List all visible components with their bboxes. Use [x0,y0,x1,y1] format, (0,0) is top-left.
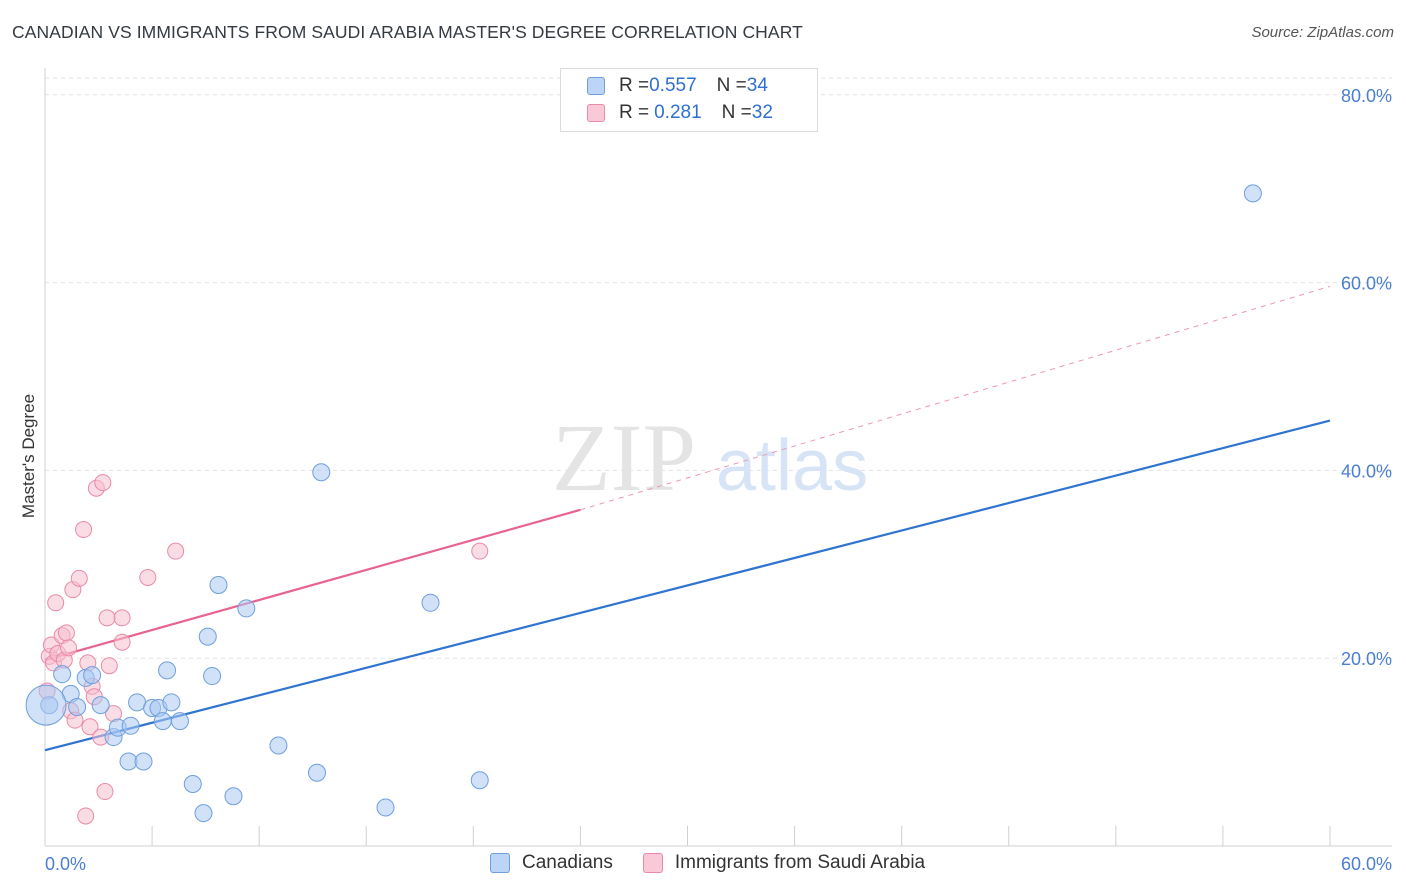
data-point-saudi [96,783,114,801]
y-tick-label: 60.0% [1341,274,1392,294]
data-point-canadians [53,665,72,684]
data-point-saudi [113,609,131,627]
data-point-canadians [153,712,172,731]
data-point-canadians [224,787,243,806]
legend-r-value: 0.557 [649,75,697,96]
data-point-saudi [471,542,489,560]
data-point-saudi [139,568,157,586]
legend-swatch-blue [587,77,605,95]
series-saudi-points [38,474,489,825]
stats-legend: R = 0.557 N = 34 R = 0.281 N = 32 [560,68,818,132]
x-tick-labels: 0.0% 60.0% [45,854,1392,874]
data-point-canadians [198,627,217,646]
data-point-canadians [269,736,288,755]
legend-n-value: 34 [746,75,768,96]
legend-r-label: R = [619,102,650,123]
legend-swatch-pink [642,853,663,873]
data-point-saudi [75,521,93,539]
data-point-saudi [113,633,131,651]
data-point-canadians [119,752,138,771]
trend-line-saudi-extension [580,285,1331,511]
data-point-canadians [470,771,489,790]
legend-swatch-blue [490,853,510,873]
y-tick-label: 40.0% [1341,461,1392,481]
data-point-canadians [209,575,228,594]
data-point-canadians [237,599,256,618]
data-point-saudi [98,609,116,627]
data-point-canadians [128,693,147,712]
data-point-canadians [134,752,153,771]
data-point-canadians [376,798,395,817]
legend-label: Canadians [522,852,613,873]
legend-r-value: 0.281 [654,102,702,123]
legend-item-canadians[interactable]: Canadians [490,852,613,874]
trend-line-canadians [44,419,1331,752]
data-point-saudi [60,639,78,657]
data-point-saudi [70,569,88,587]
legend-label: Immigrants from Saudi Arabia [674,852,926,873]
legend-row-saudi: R = 0.281 N = 32 [587,100,773,126]
x-tick-label: 0.0% [45,854,86,874]
data-point-saudi [47,594,65,612]
trend-lines [44,285,1331,752]
data-point-canadians [312,463,331,482]
data-point-canadians [183,775,202,794]
trend-line-saudi [44,508,581,662]
data-point-canadians [1243,184,1262,203]
data-point-canadians [162,693,181,712]
data-point-canadians [421,593,440,612]
data-point-saudi [94,474,112,492]
watermark-zip: ZIP [552,404,696,511]
x-tick-label: 60.0% [1341,854,1392,874]
data-point-canadians [170,712,189,731]
data-point-canadians [194,804,213,823]
watermark-atlas: atlas [716,426,868,506]
source-label: Source: ZipAtlas.com [1251,24,1394,41]
legend-r-label: R = [619,75,650,96]
data-point-canadians [91,696,110,715]
legend-n-label: N = [716,75,747,96]
y-tick-label: 80.0% [1341,86,1392,106]
data-point-canadians [307,763,326,782]
legend-swatch-pink [587,104,605,122]
data-point-saudi [81,718,99,736]
data-point-canadians [158,661,177,680]
series-canadians-points [25,184,1262,823]
chart-title: CANADIAN VS IMMIGRANTS FROM SAUDI ARABIA… [12,22,803,42]
data-point-canadians [68,698,87,717]
y-axis-label: Master's Degree [19,394,38,518]
grid-lines [45,77,1392,659]
data-point-canadians [203,667,222,686]
legend-item-saudi[interactable]: Immigrants from Saudi Arabia [642,852,926,874]
y-tick-label: 20.0% [1341,649,1392,669]
series-legend: Canadians Immigrants from Saudi Arabia [490,852,955,874]
legend-n-value: 32 [751,102,773,123]
data-point-saudi [100,657,118,675]
legend-row-canadians: R = 0.557 N = 34 [587,73,768,99]
data-point-saudi [167,542,185,560]
data-point-saudi [77,807,95,825]
data-point-canadians [25,684,67,726]
data-point-canadians [83,666,102,685]
y-tick-labels: 20.0% 40.0% 60.0% 80.0% [1341,86,1392,669]
legend-n-label: N = [721,102,752,123]
data-point-saudi [57,624,75,642]
data-point-canadians [121,716,140,735]
